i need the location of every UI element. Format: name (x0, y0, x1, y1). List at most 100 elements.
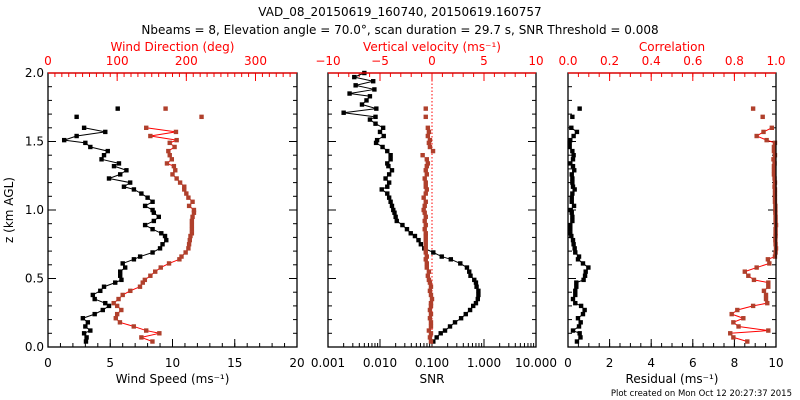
series-line-segment (150, 135, 177, 141)
data-point (422, 210, 427, 215)
series-line-segment (737, 305, 754, 311)
data-point (448, 257, 454, 262)
data-point (80, 316, 86, 321)
data-point (473, 300, 479, 306)
data-point (148, 133, 153, 139)
data-point (381, 133, 386, 139)
data-point (420, 153, 425, 158)
data-point (772, 254, 778, 259)
series-line-segment (90, 146, 108, 152)
data-point (578, 320, 583, 325)
data-point (426, 269, 432, 274)
data-point (424, 254, 429, 259)
data-point (736, 324, 741, 329)
data-point (426, 129, 432, 135)
data-point (169, 157, 175, 162)
series-line-segment (355, 84, 375, 90)
top-tick-label: 0 (44, 54, 52, 68)
data-point (189, 226, 195, 232)
y-tick-label: 1.0 (25, 203, 44, 217)
data-point (121, 184, 127, 189)
data-point (761, 288, 767, 294)
data-point (151, 210, 157, 215)
data-point (467, 307, 473, 313)
data-point (431, 250, 436, 255)
series-line-segment (349, 93, 370, 97)
data-point (106, 303, 112, 309)
data-point (582, 307, 587, 313)
data-point (575, 257, 581, 262)
data-point (150, 250, 155, 255)
top-tick-label: 0.6 (683, 54, 702, 68)
top-tick-label: 10 (528, 54, 543, 68)
top-tick-label: 0 (428, 54, 436, 68)
data-point (735, 307, 740, 313)
data-point (172, 144, 177, 150)
data-point (568, 226, 573, 232)
data-point (575, 316, 581, 321)
data-point (144, 125, 149, 130)
data-point (122, 265, 128, 270)
data-point (767, 261, 772, 266)
data-point (570, 148, 575, 154)
data-point (412, 233, 418, 239)
data-point (190, 199, 195, 204)
data-point (766, 284, 771, 289)
data-point (422, 218, 427, 224)
data-point (124, 168, 129, 173)
data-point (353, 83, 358, 88)
data-point (574, 129, 580, 135)
series-line-segment (730, 330, 769, 334)
data-point (569, 233, 574, 239)
data-point (373, 114, 378, 120)
data-point (421, 207, 426, 213)
data-point (118, 269, 123, 274)
data-point (166, 261, 172, 266)
data-point (142, 277, 148, 283)
data-point (771, 168, 777, 173)
panel-2: 0.001 0.010 0.100 1.000 10.000 SNR −10 −5 0 5 10 Ve… (311, 40, 557, 386)
data-point (573, 250, 578, 255)
data-point (742, 269, 747, 274)
data-point (426, 328, 432, 333)
data-point (186, 246, 191, 251)
data-point (177, 180, 183, 185)
data-point (105, 148, 110, 154)
data-point (468, 273, 473, 278)
data-point (428, 320, 434, 325)
data-point (408, 231, 413, 236)
data-point (139, 335, 144, 340)
data-point (386, 172, 392, 177)
data-point (573, 288, 578, 294)
data-point (137, 254, 143, 259)
data-point (771, 172, 777, 177)
data-point (380, 144, 385, 150)
data-point (189, 231, 195, 236)
data-point (428, 303, 434, 309)
bottom-axis-label: Residual (ms⁻¹) (626, 372, 719, 386)
data-point (423, 242, 428, 247)
data-point (119, 307, 124, 313)
data-point (772, 184, 777, 189)
bottom-axis-label: Wind Speed (ms⁻¹) (116, 372, 230, 386)
series-line-segment (76, 131, 106, 137)
bottom-tick-label: 0 (564, 356, 572, 370)
data-point (386, 163, 391, 169)
data-point (428, 339, 434, 344)
data-point (766, 280, 771, 285)
data-point (430, 148, 436, 154)
data-point (426, 277, 432, 283)
data-point (167, 140, 172, 146)
bottom-tick-label: 20 (289, 356, 304, 370)
top-tick-label: 200 (175, 54, 198, 68)
data-point (425, 273, 431, 278)
data-point (568, 231, 573, 236)
footer-timestamp: Plot created on Mon Oct 12 20:27:37 2015 (611, 389, 792, 399)
data-point (182, 184, 187, 189)
data-point (424, 157, 429, 162)
data-point (106, 176, 112, 181)
data-point (765, 257, 771, 262)
data-point (586, 265, 591, 270)
series-wind-speed (61, 106, 169, 344)
